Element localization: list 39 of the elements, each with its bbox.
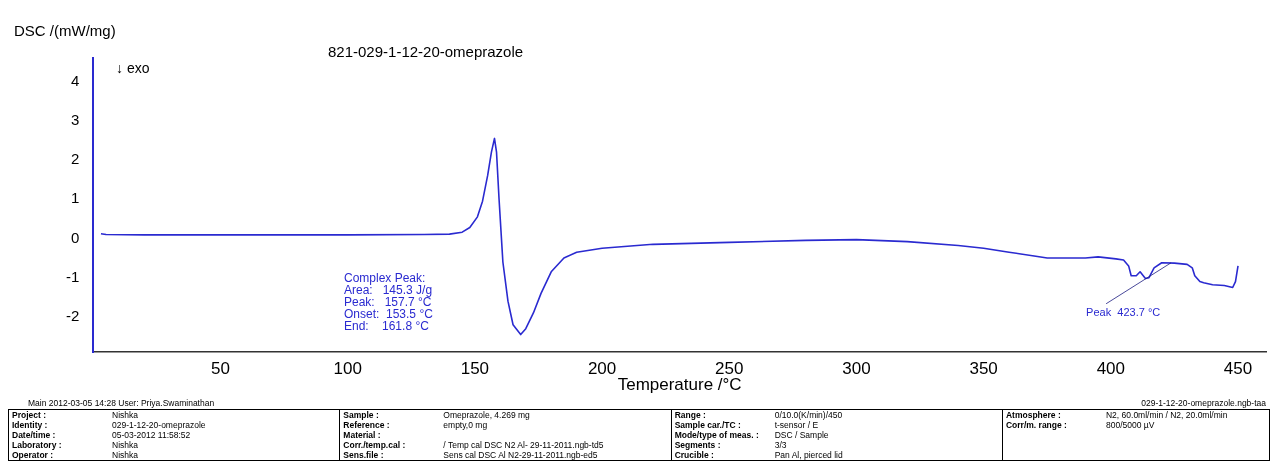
x-tick-label: 50	[211, 359, 230, 379]
text: Reference : empty,0 mg	[343, 420, 488, 430]
text: Corr/m. range : 800/5000 µV	[1005, 420, 1155, 430]
x-tick-label: 350	[969, 359, 998, 379]
text: Sens.file : Sens cal DSC Al N2-29-11-2011.ngb-ed5	[343, 450, 598, 460]
text: 029-1-12-20-omeprazole.ngb-taa	[1141, 398, 1266, 408]
x-tick-label: 450	[1223, 359, 1253, 379]
text: Corr./temp.cal : / Temp cal DSC N2 Al- 29-11-2011.ngb-td5	[343, 440, 604, 450]
annotation: ↓ exo	[116, 60, 150, 76]
text: Atmosphere : N2, 60.0ml/min / N2, 20.0ml/min	[1005, 410, 1228, 420]
y-tick-label: 3	[70, 110, 80, 128]
text: Date/time : 05-03-2012 11:58:52	[12, 430, 191, 440]
text: Main 2012-03-05 14:28 User: Priya.Swaminathan	[28, 398, 215, 408]
annotation: Peak 423.7 °C	[1086, 306, 1161, 319]
y-tick-label: 4	[70, 71, 80, 89]
y-tick-label: -1	[65, 267, 80, 285]
y-axis-title: DSC /(mW/mg)	[14, 22, 116, 39]
text: Identity : 029-1-12-20-omeprazole	[12, 420, 206, 430]
text: Sample : Omeprazole, 4.269 mg	[343, 410, 530, 420]
text: Mode/type of meas. : DSC / Sample	[674, 430, 829, 440]
x-tick-label: 200	[587, 359, 617, 379]
x-tick-label: 400	[1096, 359, 1126, 379]
chart-title: 821-029-1-12-20-omeprazole	[328, 43, 524, 60]
y-tick-label: -2	[65, 307, 80, 325]
text: Operator : Nishka	[12, 450, 138, 460]
annotation: Complex Peak: Area: 145.3 J/g Peak: 157.7 °C Onset: 153.5 °C End: 161.8 °C	[344, 271, 433, 333]
x-tick-label: 100	[333, 359, 362, 379]
text: Material :	[343, 430, 382, 440]
text: Sample car./TC : t-sensor / E	[674, 420, 819, 430]
x-tick-label: 300	[842, 359, 871, 379]
x-tick-label: 150	[460, 359, 490, 379]
y-tick-label: 1	[70, 189, 80, 207]
y-tick-label: 2	[70, 150, 80, 168]
text: Project : Nishka	[12, 410, 138, 420]
y-tick-label: 0	[70, 228, 80, 246]
text: Segments : 3/3	[674, 440, 787, 450]
text: Laboratory : Nishka	[12, 440, 138, 450]
text: Crucible : Pan Al, pierced lid	[674, 450, 843, 460]
text: Range : 0/10.0(K/min)/450	[674, 410, 843, 420]
